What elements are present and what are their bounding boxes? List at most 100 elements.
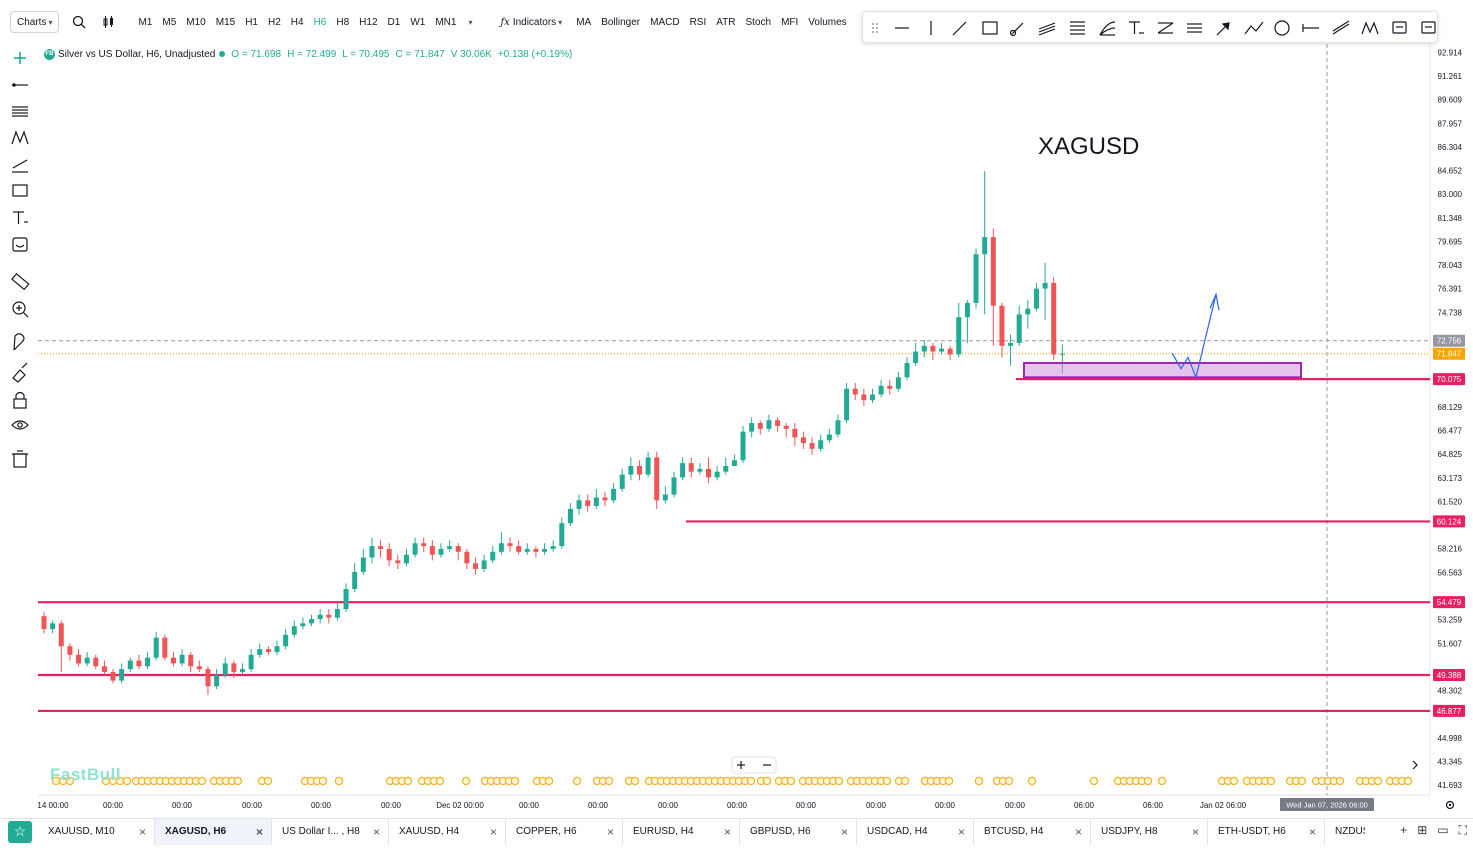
projection-path[interactable] <box>1171 294 1217 380</box>
event-icon[interactable] <box>1157 776 1167 786</box>
fib-fan-icon[interactable] <box>1099 21 1116 36</box>
parallel-lines-tool-icon[interactable] <box>12 106 28 117</box>
symbol-tab[interactable]: USDCAD, H4 × <box>857 818 974 845</box>
indicator-mfi[interactable]: MFI <box>781 16 799 28</box>
close-tab-icon[interactable]: × <box>372 824 380 839</box>
magnet-tool-icon[interactable] <box>13 333 25 351</box>
symbol-tab[interactable]: USDJPY, H8 × <box>1091 818 1208 845</box>
rectangle-tool-icon[interactable] <box>12 184 28 197</box>
brush-icon[interactable] <box>1009 22 1024 37</box>
symbol-tab[interactable]: BTCUSD, H4 × <box>974 818 1091 845</box>
favorites-star-icon[interactable]: ☆ <box>8 820 32 843</box>
symbol-tab[interactable]: XAUUSD, M10 × <box>38 818 155 845</box>
close-tab-icon[interactable]: × <box>1191 824 1199 839</box>
indicators-button[interactable]: ƒx Indicators ▾ <box>495 9 567 35</box>
gear-icon[interactable] <box>1445 800 1455 810</box>
event-icon[interactable] <box>974 776 984 786</box>
event-icon[interactable] <box>510 776 520 786</box>
price-label-icon[interactable] <box>1392 21 1407 34</box>
indicator-ma[interactable]: MA <box>576 16 592 28</box>
symbol-tab[interactable]: COPPER, H6 × <box>506 818 623 845</box>
symbol-tab[interactable]: XAGUSD, H6 × <box>155 818 272 845</box>
add-tab-icon[interactable]: + <box>1400 823 1408 837</box>
path-icon[interactable] <box>1244 21 1264 35</box>
event-icon[interactable] <box>1089 776 1099 786</box>
price-chart[interactable]: 92.914 91.261 89.609 87.957 86.304 84.652 83.0… <box>0 0 1473 818</box>
event-icon[interactable] <box>544 776 554 786</box>
timeframe-m15[interactable]: M15 <box>215 16 236 28</box>
legend-title[interactable]: Silver vs US Dollar, H6, Unadjusted <box>58 48 216 60</box>
channel-icon[interactable] <box>1038 22 1056 36</box>
crosshair-tool-icon[interactable] <box>14 52 26 64</box>
indicator-atr[interactable]: ATR <box>716 16 736 28</box>
symbol-tab[interactable]: XAUUSD, H4 × <box>389 818 506 845</box>
close-tab-icon[interactable]: × <box>255 824 263 839</box>
trend-line-icon[interactable] <box>952 21 967 36</box>
search-button[interactable] <box>67 9 91 35</box>
event-icon[interactable] <box>334 776 344 786</box>
pattern-tool-icon[interactable] <box>11 130 29 145</box>
symbol-tab[interactable]: GBPUSD, H6 × <box>740 818 857 845</box>
close-tab-icon[interactable]: × <box>138 824 146 839</box>
horizontal-line-tool-icon[interactable] <box>12 83 28 87</box>
zoom-in-tool-icon[interactable] <box>12 301 29 318</box>
brush-tool-icon[interactable] <box>12 362 28 383</box>
timeframe-d1[interactable]: D1 <box>387 16 401 28</box>
event-icon[interactable] <box>318 776 328 786</box>
indicator-rsi[interactable]: RSI <box>689 16 707 28</box>
event-icon[interactable] <box>1266 776 1276 786</box>
emoji-tool-icon[interactable] <box>12 237 28 252</box>
event-icon[interactable] <box>1373 776 1383 786</box>
indicator-volumes[interactable]: Volumes <box>808 16 847 28</box>
layout-icon[interactable]: ⊞ <box>1417 823 1428 837</box>
gann-icon[interactable] <box>1157 22 1174 34</box>
circle-icon[interactable] <box>1274 20 1290 36</box>
close-tab-icon[interactable]: × <box>1074 824 1082 839</box>
event-icon[interactable] <box>1004 776 1014 786</box>
timeframe-h1[interactable]: H1 <box>245 16 258 28</box>
event-icon[interactable] <box>786 776 796 786</box>
demand-zone-rectangle[interactable] <box>1023 361 1302 379</box>
timeframe-m1[interactable]: M1 <box>138 16 153 28</box>
event-icon[interactable] <box>263 776 273 786</box>
text-tool-icon[interactable] <box>13 211 28 224</box>
event-icon[interactable] <box>197 776 207 786</box>
event-icon[interactable] <box>1403 776 1413 786</box>
event-icon[interactable] <box>1229 776 1239 786</box>
event-icon[interactable] <box>882 776 892 786</box>
event-icon[interactable] <box>746 776 756 786</box>
symbol-tab[interactable]: EURUSD, H4 × <box>623 818 740 845</box>
charts-menu-button[interactable]: Charts ▾ <box>10 11 60 33</box>
timeframe-h4[interactable]: H4 <box>290 16 304 28</box>
parallel-channel-icon[interactable] <box>1332 20 1350 35</box>
timeframe-m10[interactable]: M10 <box>186 16 206 28</box>
event-icon[interactable] <box>762 776 772 786</box>
elliott-wave-icon[interactable] <box>1361 21 1379 35</box>
event-icon[interactable] <box>900 776 910 786</box>
timeframe-h2[interactable]: H2 <box>267 16 281 28</box>
timeframe-more-button[interactable]: ▾ <box>461 9 477 35</box>
close-tab-icon[interactable]: × <box>840 824 848 839</box>
indicator-macd[interactable]: MACD <box>650 16 680 28</box>
event-icon[interactable] <box>65 776 75 786</box>
note-icon[interactable] <box>1421 21 1436 34</box>
window-icon[interactable]: ▭ <box>1437 823 1449 837</box>
ruler-tool-icon[interactable] <box>11 272 30 291</box>
event-icon[interactable] <box>122 776 132 786</box>
fib-retracement-icon[interactable] <box>1070 21 1085 35</box>
timeframe-m5[interactable]: M5 <box>162 16 177 28</box>
event-icon[interactable] <box>461 776 471 786</box>
range-icon[interactable] <box>1302 24 1319 32</box>
event-icon[interactable] <box>233 776 243 786</box>
symbol-tab[interactable]: NZDUS <box>1325 819 1365 845</box>
close-tab-icon[interactable]: × <box>606 824 614 839</box>
close-tab-icon[interactable]: × <box>723 824 731 839</box>
symbol-tab[interactable]: ETH-USDT, H6 × <box>1208 818 1325 845</box>
timeframe-h8[interactable]: H8 <box>336 16 350 28</box>
fullscreen-icon[interactable]: ⛶ <box>1458 823 1467 837</box>
event-icon[interactable] <box>1297 776 1307 786</box>
event-icon[interactable] <box>1143 776 1153 786</box>
eye-tool-icon[interactable] <box>11 420 29 430</box>
rectangle-icon[interactable] <box>982 21 998 35</box>
event-icon[interactable] <box>572 776 582 786</box>
